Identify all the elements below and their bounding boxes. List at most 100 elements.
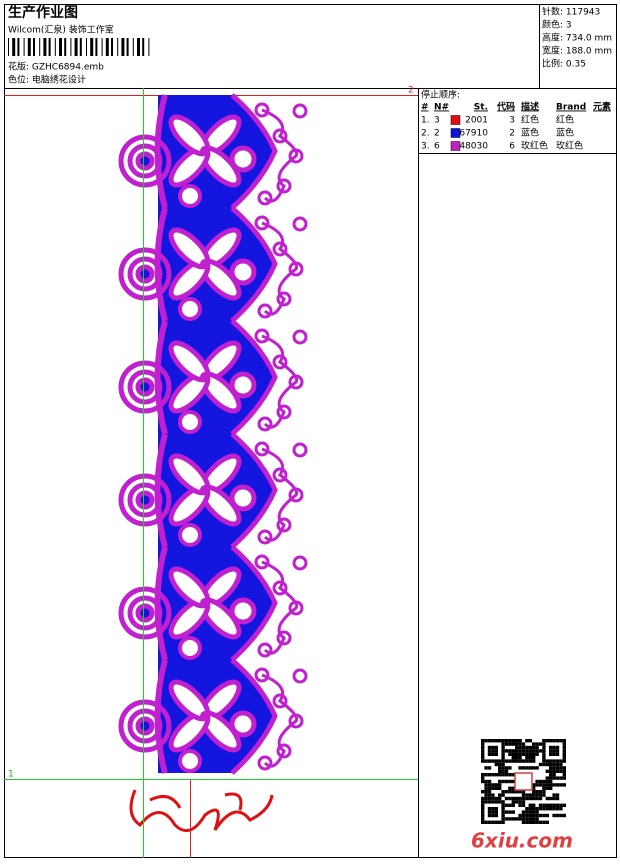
qr-cell	[532, 783, 536, 787]
qr-cell	[481, 773, 485, 777]
curl	[254, 441, 270, 457]
qr-cell	[521, 813, 526, 818]
qr-cell	[501, 813, 505, 818]
qr-cell	[521, 766, 526, 770]
curl	[276, 291, 292, 307]
qr-cell	[494, 773, 498, 777]
bar	[132, 38, 134, 56]
curl	[272, 354, 288, 370]
bar	[54, 38, 56, 56]
qr-cell	[504, 759, 509, 763]
qr-cell	[511, 786, 515, 790]
qr-cell	[528, 766, 532, 770]
curl	[276, 404, 292, 420]
ring	[229, 597, 257, 625]
qr-cell	[542, 807, 546, 811]
column-header: 代码	[496, 101, 515, 113]
qr-cell	[484, 820, 488, 824]
qr-cell	[487, 749, 492, 753]
qr-cell	[535, 783, 539, 787]
qr-cell	[515, 800, 519, 804]
rose	[118, 134, 172, 188]
bar	[39, 38, 41, 56]
qr-cell	[518, 756, 522, 760]
qr-cell	[542, 793, 546, 797]
qr-cell	[511, 749, 515, 753]
qr-cell	[538, 779, 543, 784]
qr-cell	[498, 800, 502, 804]
qr-cell	[562, 803, 566, 807]
bar	[74, 38, 78, 56]
qr-cell	[549, 766, 553, 770]
qr-cell	[549, 769, 553, 773]
qr-cell	[481, 810, 485, 814]
qr-cell	[491, 786, 495, 790]
qr-cell	[481, 817, 485, 821]
qr-cell	[528, 807, 532, 811]
qr-cell	[538, 820, 543, 824]
qr-cell	[545, 807, 549, 811]
qr-cell	[504, 790, 509, 794]
curl	[257, 190, 273, 206]
qr-cell	[542, 820, 546, 824]
qr-cell	[494, 807, 498, 811]
bar	[8, 38, 9, 56]
qr-cell	[501, 756, 505, 760]
bar	[105, 38, 109, 56]
qr-cell	[487, 783, 492, 787]
qr-cell	[498, 773, 502, 777]
rose	[118, 247, 172, 301]
qr-cell	[498, 793, 502, 797]
embroidery	[118, 93, 308, 833]
qr-cell	[532, 759, 536, 763]
qr-cell	[542, 759, 546, 763]
qr-cell	[535, 813, 539, 818]
curl	[292, 329, 308, 345]
qr-cell	[552, 766, 556, 770]
curl	[257, 416, 273, 432]
qr-cell	[525, 759, 529, 763]
qr-cell	[511, 803, 515, 807]
qr-cell	[511, 779, 515, 784]
qr-cell	[508, 773, 512, 777]
qr-cell	[555, 793, 560, 797]
qr-cell	[555, 776, 560, 780]
qr-cell	[494, 762, 498, 767]
qr-cell	[552, 803, 556, 807]
qr-cell	[559, 766, 563, 770]
ring	[229, 710, 257, 738]
qr-cell	[491, 793, 495, 797]
qr-cell	[521, 742, 526, 746]
qr-cell	[525, 820, 529, 824]
qr-cell	[538, 749, 543, 753]
curl	[254, 554, 270, 570]
qr-cell	[484, 796, 488, 801]
qr-cell	[518, 749, 522, 753]
description: 玫红色	[521, 140, 548, 152]
qr-cell	[487, 779, 492, 784]
qr-cell	[535, 793, 539, 797]
qr-cell	[532, 813, 536, 818]
qr-cell	[528, 810, 532, 814]
qr-cell	[484, 766, 488, 770]
qr-cell	[484, 759, 488, 763]
qr-cell	[532, 817, 536, 821]
qr-cell	[555, 766, 560, 770]
rose	[127, 143, 163, 179]
qr-cell	[518, 745, 522, 750]
qr-cell	[555, 769, 560, 773]
ring	[229, 371, 257, 399]
info-line: 宽度: 188.0 mm	[542, 45, 612, 57]
qr-cell	[504, 810, 509, 814]
flower-center	[200, 372, 210, 382]
bar	[101, 38, 103, 56]
qr-cell	[487, 820, 492, 824]
bar	[121, 38, 125, 56]
curl	[272, 241, 288, 257]
qr-cell	[528, 759, 532, 763]
color-swatch	[450, 141, 461, 151]
qr-cell	[559, 759, 563, 763]
qr-cell	[491, 783, 495, 787]
